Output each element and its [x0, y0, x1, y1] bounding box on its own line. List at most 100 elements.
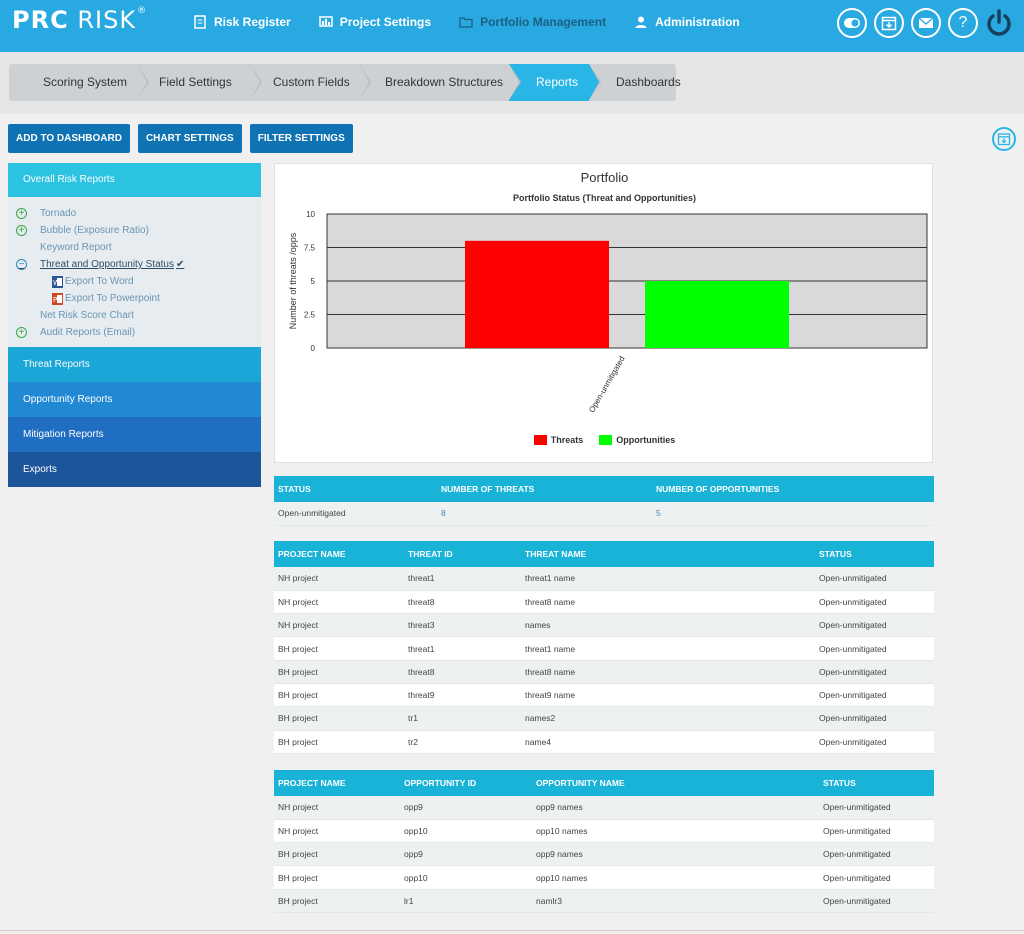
sidebar-item-label: Keyword Report	[40, 242, 112, 253]
table-cell: BH project	[274, 865, 400, 890]
nav-label: Risk Register	[214, 15, 291, 29]
column-header: STATUS	[274, 476, 437, 502]
table-cell: threat1	[404, 567, 521, 591]
table-row: BH project threat1 threat1 name Open-unmiti…	[274, 636, 934, 661]
table-cell: opp10	[400, 819, 532, 844]
table-cell: opp10 names	[532, 865, 819, 890]
sidebar-category-opportunity-reports[interactable]: Opportunity Reports	[8, 382, 261, 417]
sidebar-item-tornado[interactable]: + Tornado	[8, 205, 261, 222]
mail-icon[interactable]	[911, 8, 941, 38]
toggle-icon[interactable]	[837, 8, 867, 38]
table-cell: threat8 name	[521, 590, 815, 615]
export-to-word-link[interactable]: W Export To Word	[8, 273, 261, 290]
bar-opportunities	[645, 281, 789, 348]
app-logo[interactable]: PRC RISK®	[12, 6, 147, 34]
threats-table: PROJECT NAME THREAT ID THREAT NAME STATU…	[274, 541, 934, 754]
sidebar-item-net-risk-score[interactable]: Net Risk Score Chart	[8, 307, 261, 324]
table-row: BH project opp9 opp9 names Open-unmitigated	[274, 842, 934, 867]
table-cell[interactable]: 5	[652, 502, 934, 526]
table-row: NH project threat1 threat1 name Open-unmiti…	[274, 567, 934, 591]
sidebar-category-exports[interactable]: Exports	[8, 452, 261, 487]
sidebar-category-threat-reports[interactable]: Threat Reports	[8, 347, 261, 382]
step-reports[interactable]: Reports	[509, 64, 601, 101]
step-dashboards[interactable]: Dashboards	[589, 64, 681, 101]
calendar-download-icon[interactable]	[874, 8, 904, 38]
expand-icon[interactable]: +	[16, 208, 27, 219]
table-cell: BH project	[274, 683, 404, 708]
settings-steps: Scoring System Field Settings Custom Fie…	[9, 64, 681, 101]
table-cell: Open-unmitigated	[815, 660, 934, 684]
table-cell: threat9	[404, 683, 521, 708]
y-axis-label: Number of threats /opps	[288, 232, 298, 329]
table-row: NH project opp10 opp10 names Open-unmitigat…	[274, 819, 934, 844]
chart-legend: Threats Opportunities	[275, 435, 934, 445]
logo-thin: RISK	[77, 6, 137, 34]
settings-stepbar: Scoring System Field Settings Custom Fie…	[0, 52, 1024, 114]
sidebar-item-audit-reports[interactable]: + Audit Reports (Email)	[8, 324, 261, 341]
step-label: Reports	[536, 75, 579, 89]
logo-bold: PRC	[12, 6, 69, 34]
y-tick-label: 0	[311, 344, 316, 353]
table-cell: Open-unmitigated	[815, 590, 934, 615]
export-word-label: Export To Word	[65, 276, 134, 287]
table-row: BH project tr1 names2 Open-unmitigated	[274, 706, 934, 731]
table-row: NH project threat3 names Open-unmitigated	[274, 613, 934, 638]
table-cell: BH project	[274, 730, 404, 754]
bar-threats	[465, 240, 609, 348]
collapse-icon[interactable]: −	[16, 259, 27, 270]
sidebar-item-label: Threat and Opportunity Status	[40, 259, 174, 270]
step-custom-fields[interactable]: Custom Fields	[250, 64, 371, 101]
table-row: BH project threat9 threat9 name Open-unmiti…	[274, 683, 934, 708]
help-icon[interactable]: ?	[948, 8, 978, 38]
table-cell: Open-unmitigated	[819, 842, 934, 867]
legend-item-opportunities[interactable]: Opportunities	[599, 435, 675, 445]
top-bar: PRC RISK® Risk Register Project Settings…	[0, 0, 1024, 52]
top-icons: ?	[830, 8, 1016, 40]
legend-swatch-threats	[533, 435, 547, 445]
help-glyph: ?	[958, 14, 968, 31]
export-to-powerpoint-link[interactable]: P Export To Powerpoint	[8, 290, 261, 307]
sidebar-category-mitigation-reports[interactable]: Mitigation Reports	[8, 417, 261, 452]
nav-risk-register[interactable]: Risk Register	[193, 15, 291, 29]
word-doc-icon: W	[52, 275, 63, 288]
table-cell: Open-unmitigated	[815, 706, 934, 731]
table-cell: threat1	[404, 636, 521, 661]
step-scoring-system[interactable]: Scoring System	[9, 64, 149, 101]
calendar-export-icon[interactable]	[992, 127, 1016, 151]
table-cell: NH project	[274, 819, 400, 844]
sidebar-head-overall-risk-reports[interactable]: Overall Risk Reports	[8, 163, 261, 197]
step-field-settings[interactable]: Field Settings	[137, 64, 262, 101]
nav-project-settings[interactable]: Project Settings	[318, 15, 431, 29]
add-to-dashboard-button[interactable]: ADD TO DASHBOARD	[8, 124, 130, 153]
table-cell: Open-unmitigated	[815, 683, 934, 708]
power-icon[interactable]	[982, 6, 1016, 40]
footer-divider	[0, 930, 1024, 931]
sidebar-item-threat-opportunity-status[interactable]: − Threat and Opportunity Status ✔	[8, 256, 261, 273]
table-cell: BH project	[274, 889, 400, 913]
table-cell: BH project	[274, 842, 400, 867]
sidebar-item-label: Net Risk Score Chart	[40, 310, 134, 321]
table-cell: threat1 name	[521, 636, 815, 661]
portfolio-bar-chart: 0 2.5 5 7.5 10 Number of threats /opps Open-un…	[288, 210, 928, 414]
expand-icon[interactable]: +	[16, 225, 27, 236]
table-cell: BH project	[274, 706, 404, 731]
table-row: BH project tr2 name4 Open-unmitigated	[274, 730, 934, 754]
chart-settings-button[interactable]: CHART SETTINGS	[137, 124, 242, 153]
step-breakdown-structures[interactable]: Breakdown Structures	[359, 64, 521, 101]
filter-settings-button[interactable]: FILTER SETTINGS	[249, 124, 353, 153]
table-cell: lr1	[400, 889, 532, 913]
table-cell[interactable]: 8	[437, 502, 652, 526]
nav-administration[interactable]: Administration	[634, 15, 740, 29]
expand-icon[interactable]: +	[16, 327, 27, 338]
nav-label: Portfolio Management	[480, 15, 607, 29]
y-tick-label: 7.5	[304, 244, 316, 253]
chart-title: Portfolio	[580, 170, 629, 185]
svg-text:P: P	[53, 296, 57, 304]
column-header: OPPORTUNITY NAME	[532, 770, 819, 796]
table-cell: Open-unmitigated	[815, 636, 934, 661]
nav-portfolio-management[interactable]: Portfolio Management	[459, 15, 606, 29]
table-row: BH project opp10 opp10 names Open-unmitigat…	[274, 865, 934, 890]
legend-item-threats[interactable]: Threats	[533, 435, 583, 445]
sidebar-item-keyword-report[interactable]: Keyword Report	[8, 239, 261, 256]
sidebar-item-bubble[interactable]: + Bubble (Exposure Ratio)	[8, 222, 261, 239]
